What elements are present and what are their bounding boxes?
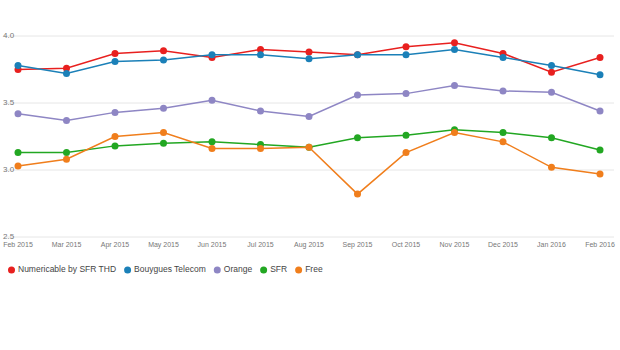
x-tick-label: Oct 2015 <box>392 241 421 248</box>
data-point <box>354 134 361 141</box>
data-point <box>451 129 458 136</box>
data-point <box>403 132 410 139</box>
y-tick-label: 3.5 <box>3 98 15 107</box>
legend-marker <box>214 267 221 274</box>
y-tick-label: 2.5 <box>3 232 15 241</box>
y-axis: 2.5 3.0 3.5 4.0 <box>3 31 15 241</box>
data-point <box>548 164 555 171</box>
data-point <box>209 145 216 152</box>
legend-marker <box>295 267 302 274</box>
data-point <box>160 57 167 64</box>
x-tick-label: Jun 2015 <box>198 241 227 248</box>
x-tick-label: Dec 2015 <box>488 241 518 248</box>
data-point <box>15 110 22 117</box>
x-tick-label: Jul 2015 <box>247 241 274 248</box>
data-point <box>63 156 70 163</box>
data-point <box>354 51 361 58</box>
data-point <box>160 140 167 147</box>
data-point <box>63 149 70 156</box>
grid-line <box>4 237 614 238</box>
series-line <box>18 43 600 72</box>
data-point <box>403 90 410 97</box>
data-point <box>451 46 458 53</box>
x-tick-label: Apr 2015 <box>101 241 130 249</box>
data-point <box>112 50 119 57</box>
data-point <box>597 171 604 178</box>
x-axis: Feb 2015 Mar 2015 Apr 2015 May 2015 Jun 2015… <box>3 241 615 249</box>
legend-marker <box>8 267 15 274</box>
data-point <box>306 49 313 56</box>
x-tick-label: May 2015 <box>148 241 179 249</box>
data-point <box>15 162 22 169</box>
x-tick-label: Jan 2016 <box>537 241 566 248</box>
y-tick-label: 3.0 <box>3 165 15 174</box>
x-tick-label: Mar 2015 <box>52 241 82 248</box>
series-line <box>18 49 600 74</box>
data-point <box>63 70 70 77</box>
legend-marker <box>260 267 267 274</box>
x-tick-label: Feb 2016 <box>585 241 615 248</box>
data-point <box>209 51 216 58</box>
legend-marker <box>124 267 131 274</box>
series-line <box>18 132 600 194</box>
grid <box>4 36 614 237</box>
data-point <box>15 62 22 69</box>
legend-label: Free <box>305 264 323 274</box>
grid-line <box>4 170 614 171</box>
data-point <box>500 87 507 94</box>
data-point <box>500 54 507 61</box>
data-point <box>306 113 313 120</box>
series-line <box>18 86 600 121</box>
x-tick-label: Feb 2015 <box>3 241 33 248</box>
chart: 2.5 3.0 3.5 4.0 Feb 2015 Mar 2015 Apr 2015 May … <box>0 0 620 350</box>
data-point <box>209 97 216 104</box>
legend-label: Numericable by SFR THD <box>18 264 116 274</box>
data-point <box>500 138 507 145</box>
legend-label: Orange <box>224 264 253 274</box>
data-point <box>597 54 604 61</box>
data-point <box>112 142 119 149</box>
data-point <box>209 138 216 145</box>
data-point <box>451 39 458 46</box>
data-point <box>451 82 458 89</box>
data-point <box>500 129 507 136</box>
data-point <box>548 134 555 141</box>
data-point <box>548 89 555 96</box>
data-point <box>403 43 410 50</box>
data-point <box>403 149 410 156</box>
data-point <box>112 109 119 116</box>
y-tick-label: 4.0 <box>3 31 15 40</box>
legend-label: Bouygues Telecom <box>134 264 206 274</box>
data-point <box>257 145 264 152</box>
data-point <box>112 133 119 140</box>
data-point <box>548 69 555 76</box>
data-point <box>597 146 604 153</box>
grid-line <box>4 103 614 104</box>
data-point <box>548 62 555 69</box>
data-point <box>354 191 361 198</box>
data-point <box>597 71 604 78</box>
data-point <box>354 51 361 58</box>
data-point <box>597 108 604 115</box>
legend: Numericable by SFR THD Bouygues Telecom Or… <box>8 264 323 274</box>
data-point <box>257 108 264 115</box>
data-point <box>354 91 361 98</box>
data-point <box>257 51 264 58</box>
data-point <box>63 117 70 124</box>
x-tick-label: Nov 2015 <box>440 241 470 248</box>
data-point <box>306 144 313 151</box>
data-point <box>15 149 22 156</box>
data-point <box>160 105 167 112</box>
data-point <box>112 58 119 65</box>
data-point <box>306 55 313 62</box>
series-group <box>15 39 604 197</box>
grid-line <box>4 36 614 37</box>
data-point <box>306 144 313 151</box>
x-tick-label: Sep 2015 <box>343 241 373 249</box>
data-point <box>403 51 410 58</box>
legend-label: SFR <box>270 264 287 274</box>
data-point <box>160 47 167 54</box>
x-tick-label: Aug 2015 <box>294 241 324 249</box>
data-point <box>160 129 167 136</box>
